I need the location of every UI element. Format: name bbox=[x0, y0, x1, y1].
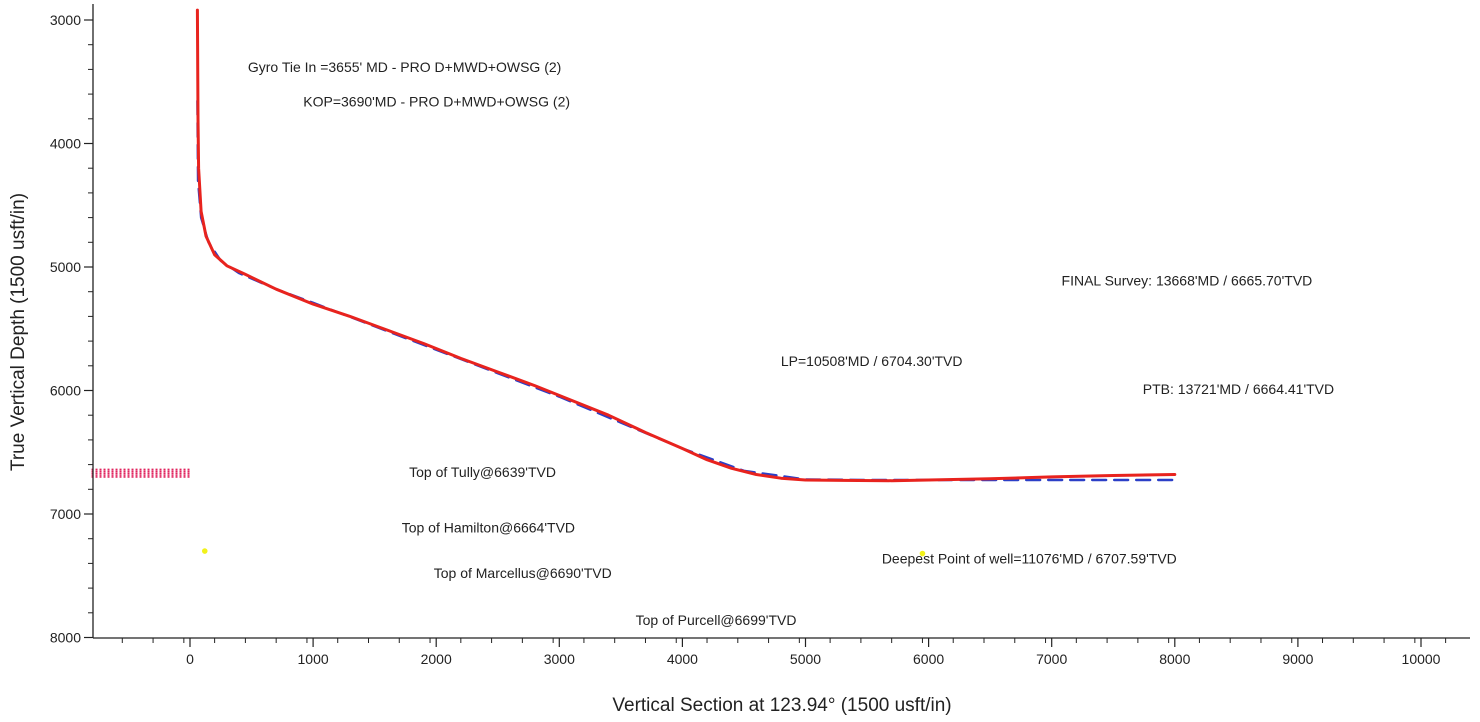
x-tick-label: 7000 bbox=[1036, 651, 1067, 667]
survey-marker-point bbox=[201, 548, 208, 554]
annotation-label: KOP=3690'MD - PRO D+MWD+OWSG (2) bbox=[303, 93, 570, 109]
series-group bbox=[195, 8, 1177, 483]
marker-group bbox=[201, 548, 926, 557]
survey-marker-point bbox=[919, 550, 926, 557]
formation-band-group bbox=[91, 468, 190, 478]
x-tick-label: 6000 bbox=[913, 651, 944, 667]
y-tick-label: 7000 bbox=[50, 506, 81, 522]
x-tick-label: 2000 bbox=[421, 651, 452, 667]
y-tick-label: 8000 bbox=[50, 630, 81, 646]
y-tick-label: 6000 bbox=[50, 383, 81, 399]
x-tick-label: 1000 bbox=[298, 651, 329, 667]
x-tick-group: 0 1000 2000 3000 4000 5000 6000 7000 8000 9000 100… bbox=[121, 638, 1447, 667]
annotation-label: Top of Purcell@6699'TVD bbox=[636, 612, 797, 628]
x-axis-title: Vertical Section at 123.94° (1500 usft/i… bbox=[612, 695, 951, 716]
annotation-group: Gyro Tie In =3655' MD - PRO D+MWD+OWSG (… bbox=[248, 59, 1334, 628]
x-tick-label: 10000 bbox=[1402, 651, 1441, 667]
annotation-label: Deepest Point of well=11076'MD / 6707.59… bbox=[882, 550, 1177, 566]
axes-group bbox=[92, 4, 1470, 639]
annotation-label: Top of Tully@6639'TVD bbox=[409, 464, 556, 480]
actual-well-path-line bbox=[195, 8, 1177, 483]
x-tick-label: 3000 bbox=[544, 651, 575, 667]
annotation-label: Top of Hamilton@6664'TVD bbox=[402, 520, 575, 536]
y-tick-group: 3000 4000 5000 6000 7000 8000 bbox=[50, 12, 93, 646]
x-tick-label: 5000 bbox=[790, 651, 821, 667]
x-tick-label: 0 bbox=[186, 651, 194, 667]
annotation-label: FINAL Survey: 13668'MD / 6665.70'TVD bbox=[1062, 273, 1313, 289]
x-tick-label: 4000 bbox=[667, 651, 698, 667]
annotation-label: PTB: 13721'MD / 6664.41'TVD bbox=[1143, 381, 1334, 397]
annotation-label: Gyro Tie In =3655' MD - PRO D+MWD+OWSG (… bbox=[248, 59, 561, 75]
annotation-label: LP=10508'MD / 6704.30'TVD bbox=[781, 353, 963, 369]
y-tick-label: 5000 bbox=[50, 259, 81, 275]
y-axis-title: True Vertical Depth (1500 usft/in) bbox=[8, 193, 29, 471]
x-tick-label: 8000 bbox=[1159, 651, 1190, 667]
y-tick-label: 3000 bbox=[50, 12, 81, 28]
annotation-label: Top of Marcellus@6690'TVD bbox=[434, 565, 612, 581]
y-tick-label: 4000 bbox=[50, 136, 81, 152]
x-tick-label: 9000 bbox=[1282, 651, 1313, 667]
